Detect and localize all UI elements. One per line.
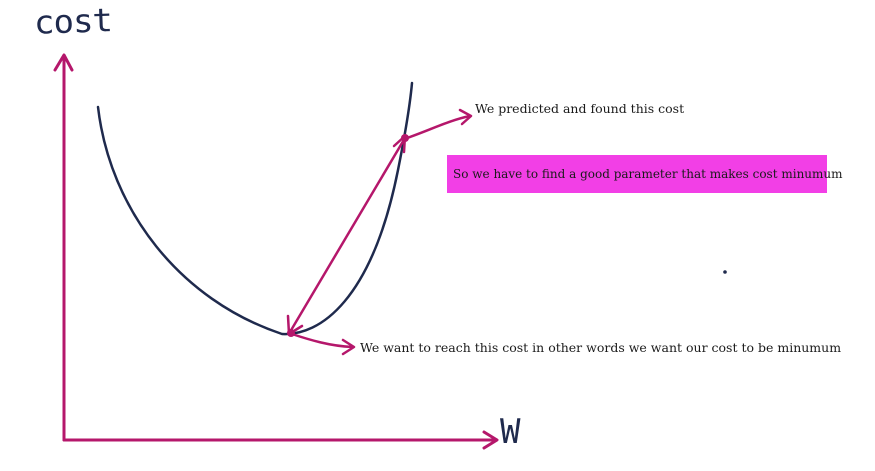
minimum-cost-annotation: We want to reach this cost in other word… [360,340,842,355]
cost-curve [96,81,414,336]
y-axis-label: cost [33,1,113,43]
reach-pointer-arrow [290,332,354,349]
predicted-cost-point [401,134,409,142]
predicted-cost-annotation: We predicted and found this cost [475,101,685,116]
parameter-highlight-note: So we have to find a good parameter that… [447,155,843,193]
stray-dot [723,270,727,274]
gradient-arrow-line [288,136,407,334]
x-axis-label: W [500,412,521,452]
predicted-pointer-arrowhead [458,108,473,126]
y-axis-arrowhead [53,53,74,72]
reach-pointer-arrowhead [341,338,356,356]
x-axis-arrowhead [482,430,499,450]
predicted-pointer-arrow [405,114,472,140]
